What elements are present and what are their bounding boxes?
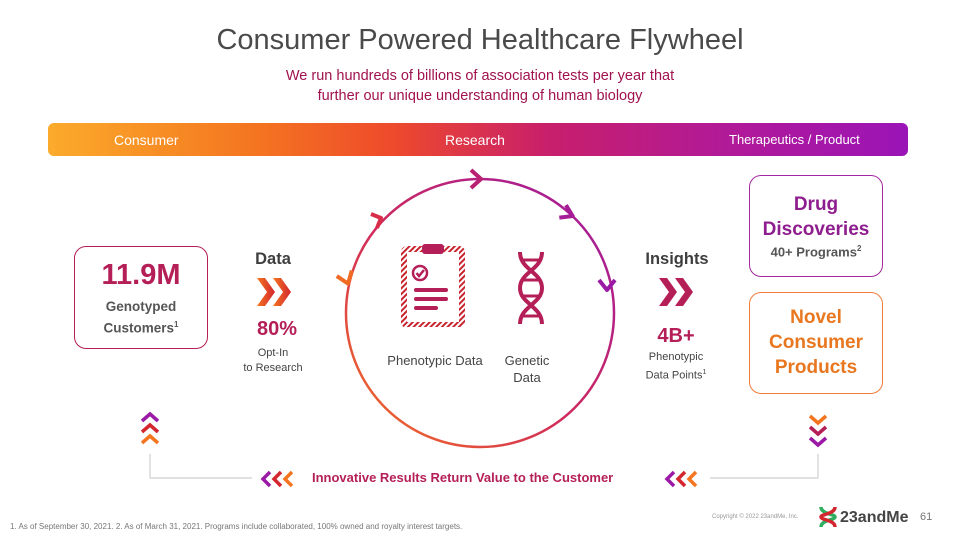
- left-chevrons-icon: [260, 470, 294, 488]
- insights-desc-line-2: Data Points1: [645, 369, 707, 382]
- return-connector: [149, 454, 819, 479]
- data-label: Data: [255, 250, 291, 268]
- insights-footnote-mark: 1: [702, 369, 707, 376]
- genetic-label-line-2: Data: [513, 370, 541, 385]
- data-desc-line-1: Opt-In: [257, 347, 289, 359]
- left-chevrons-icon: [664, 470, 698, 488]
- footnote: 1. As of September 30, 2021. 2. As of Ma…: [10, 522, 463, 531]
- ring-arrow-icon: [597, 278, 617, 292]
- insights-value: 4B+: [657, 325, 695, 347]
- insights-desc-line-1: Phenotypic: [648, 351, 704, 363]
- genetic-label-line-1: Genetic: [504, 353, 550, 368]
- insights-chevron-icon: [659, 278, 693, 306]
- data-percent: 80%: [256, 318, 298, 340]
- 23andme-logo-text: 23andMe: [840, 509, 909, 526]
- subtitle-line-1: We run hundreds of billions of associati…: [285, 68, 675, 84]
- clipboard-icon: [401, 244, 465, 327]
- novel-title-line-3: Products: [774, 357, 858, 378]
- phenotypic-data-label: Phenotypic Data: [387, 353, 483, 368]
- dna-icon: [517, 251, 545, 325]
- insights-description: Phenotypic Data Points1: [630, 350, 722, 384]
- ring-arrow-icon: [335, 270, 354, 286]
- data-description: Opt-In to Research: [233, 346, 313, 376]
- stage-band: [48, 123, 908, 156]
- copyright: Copyright © 2022 23andMe, Inc.: [712, 514, 799, 520]
- customers-label-line-2: Customers1: [103, 320, 179, 336]
- drug-footnote-mark: 2: [856, 244, 862, 253]
- ring-arrow-icon: [469, 168, 483, 190]
- ring-arrow-icon: [559, 204, 575, 220]
- genetic-data-label: Genetic Data: [496, 352, 558, 386]
- ring-arrow-icon: [370, 212, 383, 229]
- insights-label: Insights: [645, 250, 709, 268]
- novel-title-line-1: Novel: [790, 307, 842, 328]
- page-subtitle: We run hundreds of billions of associati…: [230, 66, 730, 106]
- novel-title: Novel Consumer Products: [750, 305, 882, 380]
- customers-label: Genotyped Customers1: [75, 298, 207, 338]
- customers-value: 11.9M: [101, 259, 181, 291]
- return-value-text: Innovative Results Return Value to the C…: [312, 470, 614, 485]
- customers-label-line-1: Genotyped: [105, 299, 177, 314]
- subtitle-line-2: further our unique understanding of huma…: [317, 88, 643, 104]
- flywheel-ring: [344, 177, 616, 449]
- customers-footnote-mark: 1: [174, 320, 179, 329]
- drug-programs: 40+ Programs2: [770, 244, 862, 260]
- 23andme-logo-icon: [819, 506, 837, 528]
- novel-title-line-2: Consumer: [769, 332, 863, 353]
- novel-products-box: Novel Consumer Products: [749, 292, 883, 394]
- data-desc-line-2: to Research: [243, 362, 303, 374]
- customers-box: 11.9M Genotyped Customers1: [74, 246, 208, 349]
- down-chevrons-icon: [808, 414, 828, 448]
- page-number: 61: [920, 511, 933, 523]
- drug-title: Drug Discoveries: [750, 192, 882, 242]
- band-label-consumer: Consumer: [114, 132, 179, 148]
- flywheel-circle: [335, 168, 617, 449]
- page-title: Consumer Powered Healthcare Flywheel: [216, 24, 744, 56]
- data-chevron-icon: [257, 278, 291, 306]
- drug-discoveries-box: Drug Discoveries 40+ Programs2: [749, 175, 883, 277]
- band-label-research: Research: [445, 132, 505, 148]
- band-label-therapeutics: Therapeutics / Product: [729, 132, 860, 147]
- drug-title-line-2: Discoveries: [762, 219, 870, 240]
- up-chevrons-icon: [140, 411, 160, 445]
- drug-title-line-1: Drug: [793, 194, 839, 215]
